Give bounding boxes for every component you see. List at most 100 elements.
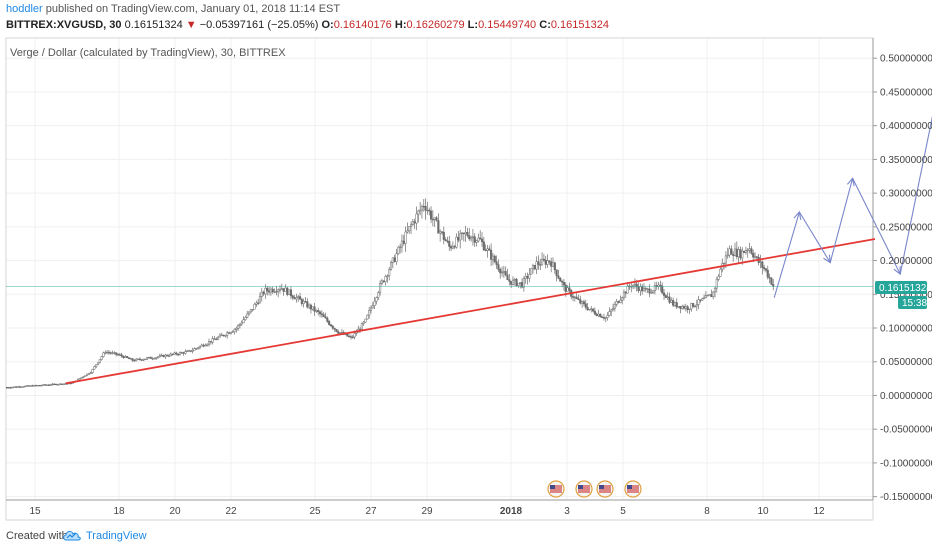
y-tick-label: -0.05000000 (880, 425, 932, 436)
candle-body (664, 295, 667, 298)
candle-body (662, 292, 666, 296)
support-trendline[interactable] (65, 238, 876, 385)
candle-body (364, 318, 367, 323)
candle-body (227, 332, 231, 334)
candle-body (109, 352, 112, 354)
candle-body (693, 305, 697, 308)
candle-body (717, 276, 720, 280)
candle-body (417, 210, 420, 215)
created-with-text: Created with (6, 530, 68, 542)
candle-body (126, 356, 129, 358)
projection-arrow-segment[interactable] (798, 211, 831, 263)
candle-body (184, 351, 187, 354)
candle-body (213, 338, 216, 340)
price-axis: 0.50000000 0.45000000 0.40000000 0.35000000… (873, 54, 932, 503)
y-tick-label: 0.10000000 (880, 324, 932, 335)
candle-body (619, 299, 622, 303)
candle-body (761, 261, 764, 268)
y-tick-label: 0.45000000 (880, 87, 932, 98)
candle-body (451, 246, 454, 249)
candle-body (652, 290, 655, 293)
candle-body (484, 249, 487, 251)
candle-body (706, 295, 709, 297)
candle-body (697, 299, 700, 305)
candle-body (244, 317, 247, 321)
candle-body (5, 387, 9, 389)
candle-body (601, 316, 604, 319)
y-tick-label: 0.50000000 (880, 54, 932, 65)
projection-arrow-segment[interactable] (773, 211, 800, 298)
candle-body (286, 287, 289, 295)
plot-frame (5, 37, 874, 521)
candle-body (302, 301, 305, 304)
candle-body (668, 296, 671, 303)
candle-body (744, 250, 747, 253)
candle-body (360, 323, 363, 330)
candle-body (102, 352, 105, 357)
candle-body (386, 275, 389, 277)
candle-body (242, 319, 245, 324)
candle-body (324, 316, 327, 319)
candle-body (460, 232, 464, 235)
candle-body (750, 248, 753, 254)
candle-body (349, 336, 353, 338)
flag-canton-icon (627, 485, 632, 489)
candle-body (31, 385, 34, 387)
last-price-tag: 0.16151324 15:38 (875, 281, 932, 309)
trendline-layer (6, 238, 876, 385)
candle-body (91, 369, 94, 373)
candle-body (568, 287, 571, 291)
candle-body (622, 291, 626, 298)
projection-arrow-segment[interactable] (852, 178, 901, 275)
candle-body (320, 313, 323, 315)
candle-body (575, 296, 578, 299)
candle-body (430, 210, 433, 220)
projection-arrow-head (823, 254, 831, 264)
open-label: O: (321, 19, 334, 31)
candle-body (146, 357, 149, 360)
candle-body (681, 306, 684, 309)
candle-body (686, 306, 689, 310)
candle-body (741, 250, 744, 259)
candle-body (617, 300, 620, 303)
candle-body (573, 296, 576, 299)
candle-body (337, 331, 340, 334)
candle-body (129, 358, 132, 360)
tradingview-link[interactable]: TradingView (86, 530, 147, 542)
candle-body (104, 352, 107, 354)
candle-body (138, 358, 141, 361)
x-tick-label: 18 (113, 506, 125, 517)
candle-body (564, 284, 567, 292)
candle-body (699, 299, 702, 301)
candle-body (440, 231, 444, 233)
candle-body (453, 246, 456, 248)
candle-body (470, 237, 473, 240)
time-axis: 15 18 20 22 25 27 29 2018 3 5 8 10 12 (29, 506, 825, 517)
candle-body (555, 269, 558, 277)
candle-body (47, 384, 50, 386)
candle-body (362, 321, 365, 324)
candle-body (437, 220, 440, 234)
candle-body (51, 383, 54, 386)
price-badge (875, 281, 927, 294)
candle-body (464, 232, 467, 235)
candle-body (284, 287, 287, 292)
author-link[interactable]: hoddler (6, 3, 43, 15)
projection-arrow-segment[interactable] (829, 178, 854, 263)
candle-body (499, 269, 502, 274)
candle-body (226, 332, 229, 336)
candle-body (96, 362, 100, 365)
candle-body (189, 350, 192, 352)
candle-body (672, 300, 675, 306)
candle-body (237, 325, 240, 329)
candle-body (135, 358, 138, 362)
candle-body (537, 261, 540, 265)
candle-body (38, 384, 41, 387)
candle-body (641, 286, 644, 292)
candle-body (389, 261, 393, 271)
price-chart[interactable]: Verge / Dollar (calculated by TradingVie… (0, 0, 932, 522)
candle-body (11, 386, 14, 389)
last-price: 0.16151324 (124, 19, 183, 31)
candle-body (599, 313, 602, 318)
projection-arrow-segment[interactable] (899, 41, 932, 275)
